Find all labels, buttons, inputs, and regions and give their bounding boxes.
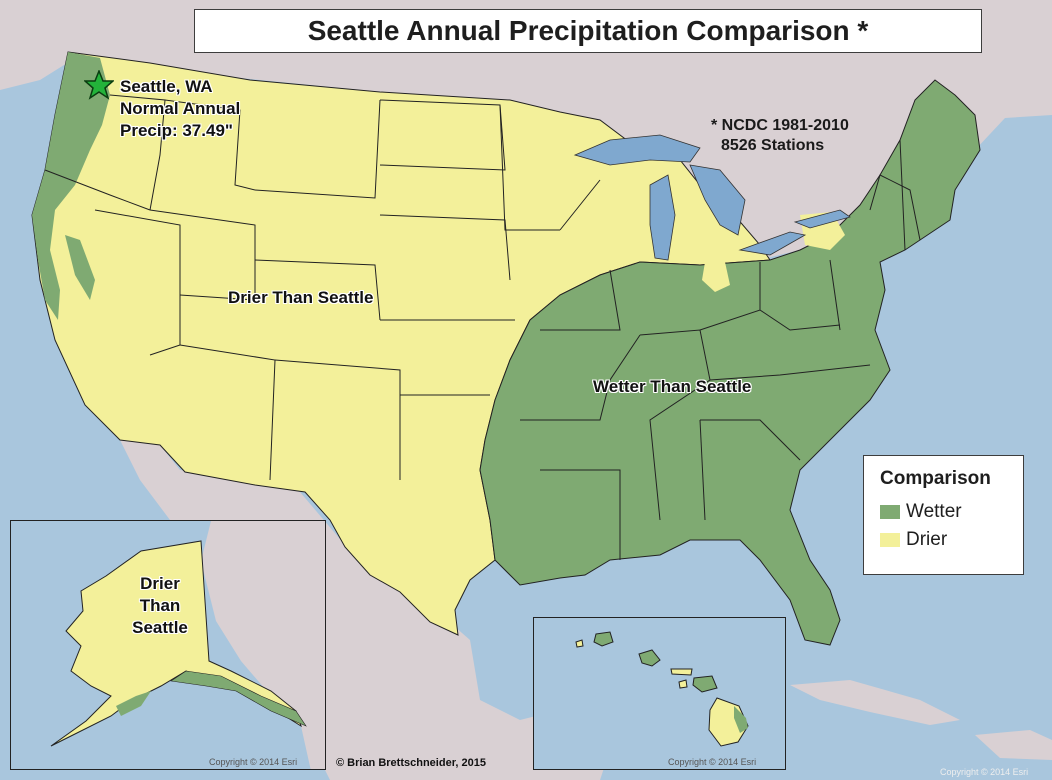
- molokai-island: [670, 668, 693, 676]
- wetter-sierra: [65, 235, 95, 300]
- alaska-wetter-panhandle: [170, 670, 307, 727]
- state-boundaries: [44, 94, 921, 560]
- wetter-region-east: [479, 79, 981, 646]
- map-title: Seattle Annual Precipitation Comparison …: [194, 9, 982, 53]
- alaska-label-line-1: Drier: [140, 574, 180, 593]
- lanai-island: [678, 679, 688, 689]
- lake-erie: [738, 231, 807, 256]
- canada-land: [0, 0, 1052, 262]
- maui-island: [692, 675, 718, 693]
- big-island: [708, 697, 749, 747]
- oahu-island: [638, 649, 661, 667]
- alaska-region-label: Drier Than Seattle: [125, 573, 195, 639]
- author-credit: © Brian Brettschneider, 2015: [336, 757, 486, 769]
- wetter-region-label: Wetter Than Seattle: [593, 377, 752, 396]
- source-note-line-1: * NCDC 1981-2010: [711, 117, 849, 134]
- seattle-label: Seattle, WA Normal Annual Precip: 37.49": [120, 76, 240, 142]
- hispaniola-land: [975, 730, 1052, 760]
- kauai-island: [593, 631, 614, 647]
- big-island-wet: [734, 706, 748, 733]
- alaska-copyright: Copyright © 2014 Esri: [209, 757, 298, 767]
- legend-title: Comparison: [880, 468, 991, 489]
- legend-swatch-wetter: [880, 505, 900, 519]
- legend-swatch-drier: [880, 533, 900, 547]
- main-copyright: Copyright © 2014 Esri: [940, 767, 1029, 777]
- seattle-label-line-2: Normal Annual: [120, 99, 241, 118]
- alaska-wetter-peninsula: [116, 691, 151, 716]
- legend-item-wetter: Wetter: [880, 498, 1023, 526]
- drier-region-label: Drier Than Seattle: [228, 288, 374, 307]
- lake-superior: [573, 134, 701, 166]
- source-note-line-2: 8526 Stations: [721, 137, 825, 154]
- seattle-label-line-3: Precip: 37.49": [120, 121, 233, 140]
- lake-ontario: [793, 209, 851, 229]
- niihau-island: [575, 639, 584, 648]
- seattle-label-line-1: Seattle, WA: [120, 77, 213, 96]
- source-note: * NCDC 1981-2010 8526 Stations: [711, 116, 849, 156]
- wetter-region-west: [32, 52, 110, 320]
- lake-michigan: [649, 174, 676, 261]
- seattle-star-icon: [84, 70, 114, 100]
- hawaii-inset: Copyright © 2014 Esri: [533, 617, 786, 770]
- alaska-label-line-3: Seattle: [132, 618, 188, 637]
- cuba-land: [790, 680, 960, 725]
- alaska-inset: Drier Than Seattle Copyright © 2014 Esri: [10, 520, 326, 770]
- hawaii-copyright: Copyright © 2014 Esri: [668, 757, 757, 767]
- drier-patch-oh: [702, 262, 730, 292]
- alaska-canada-land: [201, 521, 325, 769]
- legend: Comparison Wetter Drier: [863, 455, 1024, 575]
- alaska-label-line-2: Than: [139, 596, 181, 615]
- legend-label-drier: Drier: [906, 529, 948, 550]
- hawaii-map: [575, 631, 749, 747]
- legend-label-wetter: Wetter: [906, 501, 962, 522]
- alaska-map: [50, 521, 325, 769]
- legend-item-drier: Drier: [880, 526, 1023, 554]
- lake-huron: [689, 164, 746, 236]
